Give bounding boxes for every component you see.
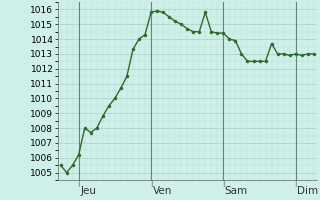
Text: |: |: [222, 180, 225, 187]
Text: |: |: [150, 180, 152, 187]
Text: Dim: Dim: [297, 186, 318, 196]
Text: Ven: Ven: [153, 186, 172, 196]
Text: Sam: Sam: [225, 186, 248, 196]
Text: |: |: [77, 180, 80, 187]
Text: |: |: [294, 180, 297, 187]
Text: Jeu: Jeu: [80, 186, 96, 196]
